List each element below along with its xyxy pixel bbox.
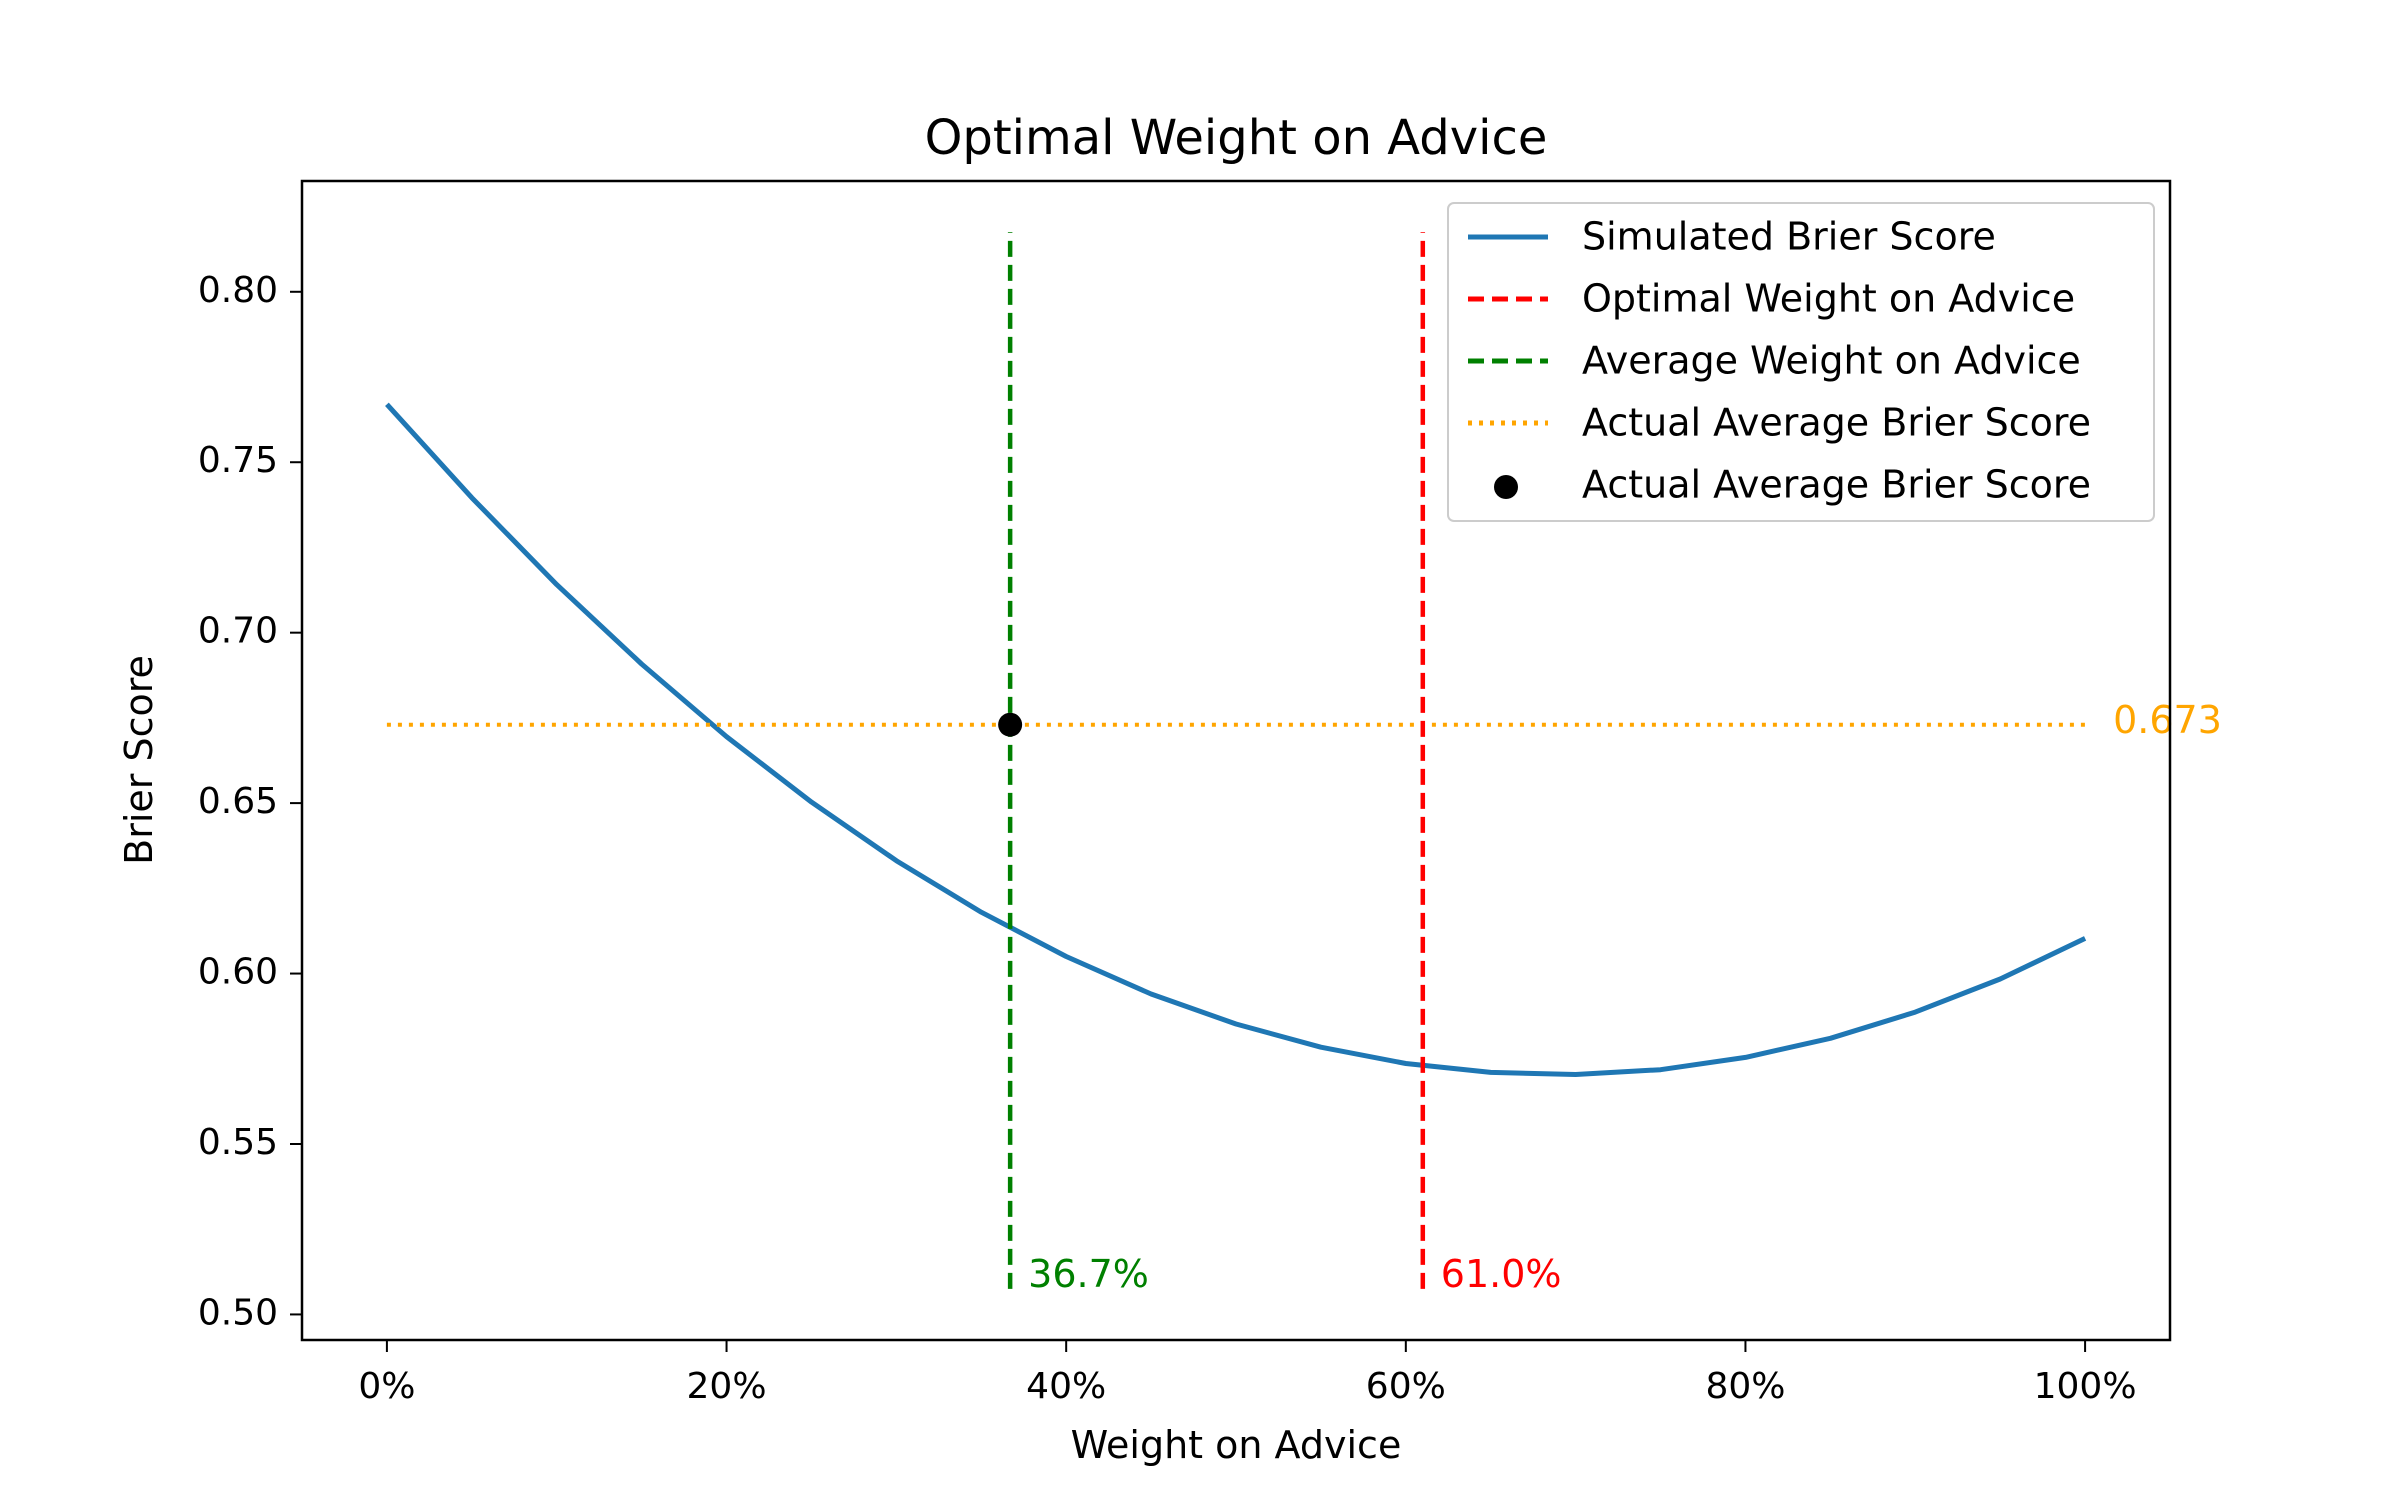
x-tick-label: 40% xyxy=(1026,1366,1106,1407)
legend-label: Optimal Weight on Advice xyxy=(1582,277,2075,321)
x-tick-label: 0% xyxy=(358,1366,415,1407)
legend-marker xyxy=(1494,475,1518,499)
x-tick-label: 100% xyxy=(2034,1366,2137,1407)
legend-label: Actual Average Brier Score xyxy=(1582,463,2091,507)
y-tick-label: 0.60 xyxy=(198,952,278,993)
actual-average-brier-score-value-label: 0.673 xyxy=(2113,698,2222,742)
x-tick-label: 60% xyxy=(1366,1366,1446,1407)
legend-label: Simulated Brier Score xyxy=(1582,215,1996,259)
legend-frame xyxy=(1447,202,2155,522)
y-axis-label: Brier Score xyxy=(117,655,161,865)
actual-average-brier-score-point xyxy=(998,712,1023,737)
chart-title: Optimal Weight on Advice xyxy=(925,110,1548,166)
x-tick-label: 80% xyxy=(1705,1366,1785,1407)
average-weight-on-advice-value-label: 36.7% xyxy=(1028,1252,1149,1296)
y-tick-label: 0.75 xyxy=(198,440,278,481)
x-axis-label: Weight on Advice xyxy=(1071,1423,1402,1467)
optimal-weight-on-advice-value-label: 61.0% xyxy=(1441,1252,1562,1296)
y-tick-label: 0.65 xyxy=(198,781,278,822)
legend: Simulated Brier Score Optimal Weight on A… xyxy=(1447,202,2155,522)
x-tick-label: 20% xyxy=(687,1366,767,1407)
plot-area-frame xyxy=(300,179,2172,1342)
legend-label: Average Weight on Advice xyxy=(1582,339,2081,383)
y-tick-label: 0.80 xyxy=(198,270,278,311)
y-tick-label: 0.50 xyxy=(198,1292,278,1333)
y-tick-label: 0.55 xyxy=(198,1122,278,1163)
legend-label: Actual Average Brier Score xyxy=(1582,401,2091,445)
series-line-simulated-brier-score xyxy=(385,402,2087,1077)
y-tick-label: 0.70 xyxy=(198,611,278,652)
